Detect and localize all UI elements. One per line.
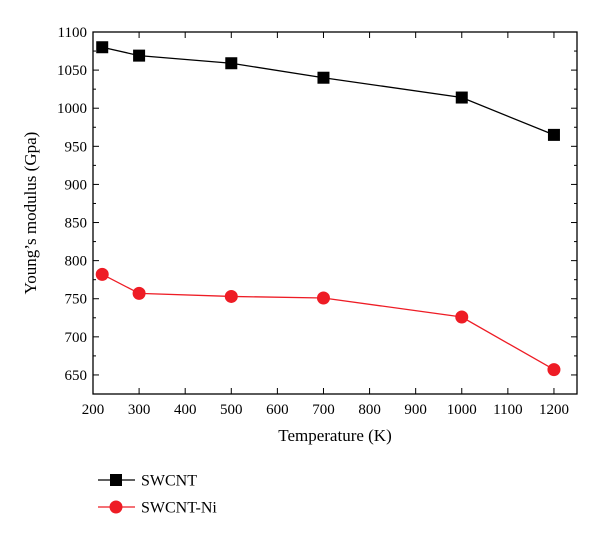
x-tick-label: 200: [82, 402, 105, 418]
y-tick-label: 1050: [57, 63, 87, 79]
legend: SWCNT SWCNT-Ni: [98, 473, 217, 517]
data-point: [455, 310, 469, 324]
series-line: [101, 273, 555, 371]
y-tick-label: 850: [65, 216, 88, 232]
data-point: [224, 289, 238, 303]
series-swcnt-ni: [95, 267, 561, 377]
legend-item: SWCNT: [98, 473, 197, 490]
legend-marker: [110, 474, 122, 486]
x-tick-label: 1200: [539, 402, 569, 418]
y-tick-label: 1100: [58, 25, 87, 41]
x-tick-label: 500: [220, 402, 243, 418]
y-tick-label: 700: [65, 330, 88, 346]
axis-ticks: 200 300 400 500 600 700 800 900 1000 1100 1200 650 7…: [57, 25, 577, 418]
y-tick-label: 950: [65, 139, 88, 155]
data-point: [96, 41, 109, 54]
data-point: [547, 363, 561, 377]
data-point: [132, 286, 146, 300]
data-point: [95, 267, 109, 281]
y-tick-label: 1000: [57, 101, 87, 117]
x-tick-label: 600: [266, 402, 289, 418]
plot-area-frame: [92, 31, 578, 395]
y-tick-label: 900: [65, 177, 88, 193]
x-tick-label: 300: [128, 402, 151, 418]
x-tick-label: 700: [312, 402, 335, 418]
y-tick-label: 650: [65, 368, 88, 384]
data-point: [225, 57, 238, 70]
data-point: [455, 91, 468, 104]
x-tick-label: 400: [174, 402, 197, 418]
series-swcnt: [96, 41, 560, 141]
y-axis-title: Young’s modulus (Gpa): [21, 132, 40, 295]
x-tick-label: 1000: [447, 402, 477, 418]
legend-marker: [109, 500, 123, 514]
data-point: [317, 71, 330, 84]
legend-label: SWCNT-Ni: [141, 500, 217, 517]
y-tick-label: 750: [65, 292, 88, 308]
x-tick-label: 900: [404, 402, 427, 418]
x-tick-label: 800: [358, 402, 381, 418]
x-tick-label: 1100: [493, 402, 522, 418]
series-layer: [95, 41, 561, 377]
x-axis-title: Temperature (K): [278, 426, 392, 445]
legend-item: SWCNT-Ni: [98, 500, 217, 517]
data-point: [547, 128, 560, 141]
series-line: [102, 46, 555, 136]
y-tick-label: 800: [65, 254, 88, 270]
data-point: [316, 291, 330, 305]
legend-label: SWCNT: [141, 473, 197, 490]
data-point: [133, 49, 146, 62]
